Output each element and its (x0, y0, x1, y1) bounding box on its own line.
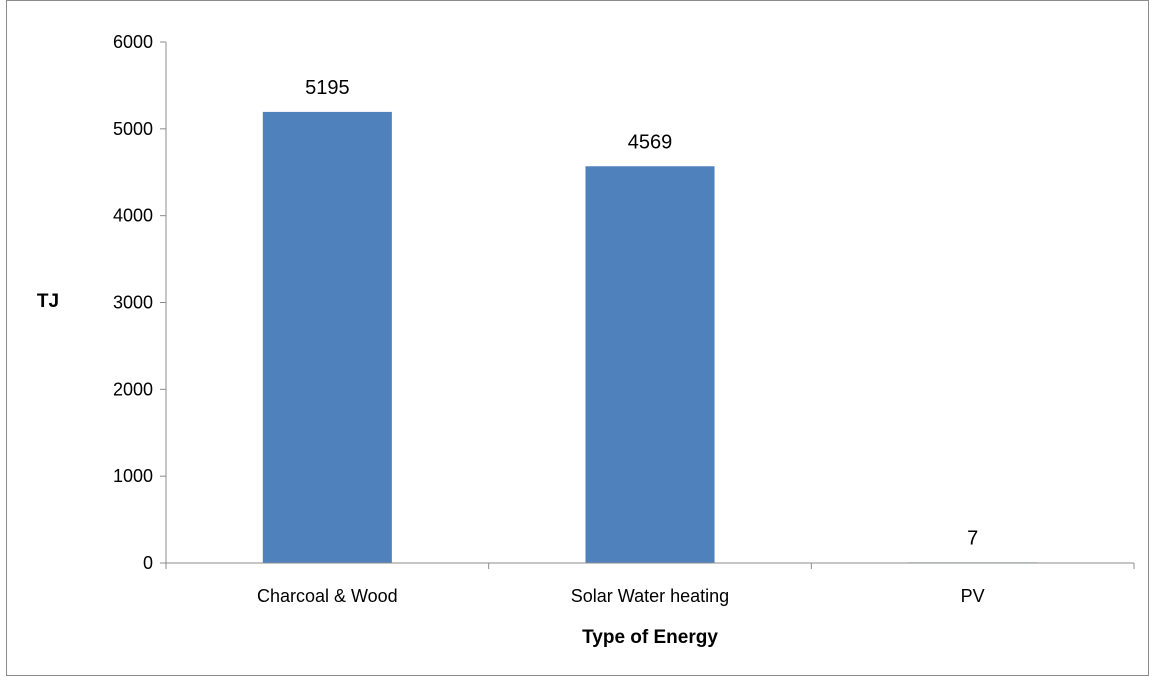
y-tick-label: 4000 (113, 206, 153, 226)
y-ticks-group: 0 1000 2000 3000 4000 5000 6000 (113, 32, 166, 573)
y-axis-title: TJ (37, 291, 59, 312)
x-ticks-group: Charcoal & Wood Solar Water heating PV (165, 563, 1135, 606)
y-tick-label: 5000 (113, 119, 153, 139)
bar (585, 166, 715, 564)
y-tick-label: 6000 (113, 32, 153, 52)
bar-chart: 0 1000 2000 3000 4000 5000 6000 Charcoal & Woo… (37, 32, 1135, 648)
x-axis-title: Type of Energy (582, 627, 718, 648)
x-tick-label: Solar Water heating (571, 586, 729, 606)
x-tick-label: Charcoal & Wood (257, 586, 398, 606)
y-tick-label: 0 (143, 553, 153, 573)
data-label: 4569 (628, 131, 673, 153)
data-label: 7 (967, 527, 978, 549)
chart-frame: 0 1000 2000 3000 4000 5000 6000 Charcoal & Woo… (6, 0, 1149, 676)
data-label: 5195 (305, 77, 350, 99)
x-tick-label: PV (961, 586, 985, 606)
bar (262, 111, 392, 564)
y-tick-label: 1000 (113, 466, 153, 486)
data-labels-group: 5195 4569 7 (305, 77, 978, 549)
y-tick-label: 3000 (113, 293, 153, 313)
y-tick-label: 2000 (113, 379, 153, 399)
bars-group (262, 111, 1038, 564)
